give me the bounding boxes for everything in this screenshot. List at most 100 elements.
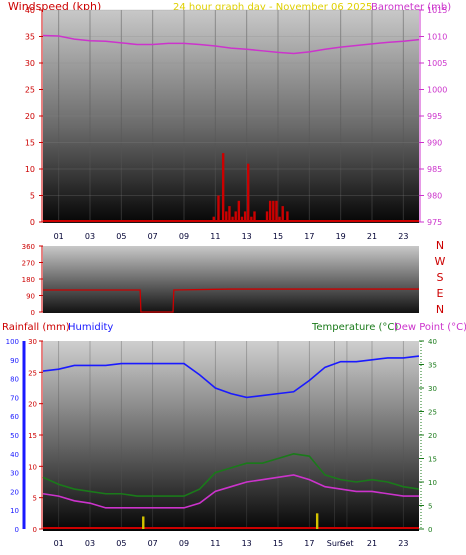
rain-tick-label: 5 (33, 495, 37, 503)
x-tick-label: 03 (85, 539, 95, 548)
compass-label: E (437, 287, 444, 300)
x-tick-label: 05 (116, 232, 126, 241)
x-tick-label: 13 (242, 232, 252, 241)
wind-bar (221, 153, 225, 222)
dewpoint-axis-title: Dew Point (°C) (394, 322, 466, 333)
compass-label: S (437, 271, 444, 284)
temperature-tick-label: 20 (428, 432, 437, 440)
baro-tick-label: 995 (427, 112, 442, 121)
temperature-line (42, 452, 420, 497)
direction-tick-label: 180 (22, 276, 35, 284)
wind-bar (212, 216, 215, 222)
dewpoint-line (42, 474, 419, 509)
humidity-tick-label: 30 (10, 470, 19, 478)
chart-title: 24 hour graph day - November 06 2025 (173, 2, 372, 13)
humidity-tick-label: 100 (6, 338, 19, 346)
x-tick-label: 01 (54, 539, 64, 548)
x-tick-label: 11 (210, 232, 220, 241)
humidity-tick-label: 50 (10, 432, 19, 440)
x-tick-label: 07 (148, 232, 158, 241)
humidity-tick-label: 0 (15, 526, 19, 534)
humidity-tick-label: 80 (10, 376, 19, 384)
compass-label: W (435, 255, 446, 268)
rain-tick-label: 25 (28, 369, 37, 377)
direction-tick-label: 0 (31, 309, 35, 317)
baro-tick-label: 985 (427, 165, 442, 174)
direction-tick-label: 270 (22, 260, 35, 268)
humidity-tick-label: 40 (10, 451, 19, 459)
wind-bar (217, 195, 220, 222)
humidity-line (42, 355, 420, 399)
x-tick-label: 09 (179, 539, 189, 548)
wind-bar (237, 200, 241, 222)
baro-tick-label: 975 (427, 218, 442, 227)
rain-tick-label: 0 (33, 526, 37, 534)
temperature-tick-label: 30 (428, 385, 437, 393)
x-tick-label: Set (340, 539, 353, 548)
temperature-tick-label: 10 (428, 479, 437, 487)
wind-tick-label: 5 (30, 192, 35, 201)
wind-tick-label: 10 (25, 165, 35, 174)
direction-tick-label: 360 (22, 243, 35, 251)
wind-tick-label: 20 (25, 112, 35, 121)
temperature-axis-title: Temperature (°C) (311, 322, 398, 333)
wind-bar (231, 216, 234, 222)
wind-bar (247, 163, 250, 222)
rain-bar (142, 516, 145, 529)
x-tick-label: 03 (85, 232, 95, 241)
wind-bar (228, 206, 231, 222)
wind-bar (250, 216, 253, 222)
wind-bar (268, 200, 272, 222)
compass-label: N (436, 239, 444, 252)
temperature-tick-label: 5 (428, 503, 432, 511)
baro-tick-label: 990 (427, 139, 442, 148)
x-tick-label: Sun (327, 539, 342, 548)
x-tick-label: 05 (116, 539, 126, 548)
wind-bar (225, 211, 228, 222)
wind-bar (278, 216, 281, 222)
humidity-tick-label: 90 (10, 357, 19, 365)
humidity-tick-label: 60 (10, 413, 19, 421)
baro-tick-label: 1010 (427, 33, 447, 42)
direction-tick-label: 90 (26, 293, 35, 301)
wind-tick-label: 40 (25, 6, 35, 15)
wind-bar (272, 200, 275, 222)
rain-tick-label: 10 (28, 463, 37, 471)
rain-bar (315, 513, 319, 529)
temperature-tick-label: 35 (428, 362, 437, 370)
humidity-axis-title: Humidity (68, 322, 113, 333)
x-tick-label: 13 (242, 539, 252, 548)
humidity-tick-label: 10 (10, 507, 19, 515)
panel-wind-direction (43, 246, 419, 313)
x-tick-label: 09 (179, 232, 189, 241)
x-tick-label: 21 (367, 539, 377, 548)
rainfall-axis-title: Rainfall (mm) (2, 322, 70, 333)
humidity-tick-label: 70 (10, 394, 19, 402)
wind-tick-label: 30 (25, 59, 35, 68)
rain-tick-label: 15 (28, 432, 37, 440)
humidity-tick-label: 20 (10, 488, 19, 496)
panel-wind-baro (43, 10, 419, 223)
rain-tick-label: 30 (28, 338, 37, 346)
wind-tick-label: 35 (25, 33, 35, 42)
rain-tick-label: 20 (28, 401, 37, 409)
pressure-line (42, 34, 420, 55)
wind-bar (240, 216, 244, 222)
temperature-tick-label: 25 (428, 409, 437, 417)
baro-tick-label: 980 (427, 192, 442, 201)
wind-tick-label: 15 (25, 139, 35, 148)
wind-tick-label: 0 (30, 218, 35, 227)
x-tick-label: 23 (398, 539, 408, 548)
wind-bar (275, 200, 278, 222)
x-tick-label: 19 (336, 232, 346, 241)
wind-bar (243, 211, 247, 222)
baro-tick-label: 1005 (427, 59, 447, 68)
wind-tick-label: 25 (25, 86, 35, 95)
x-tick-label: 11 (210, 539, 220, 548)
x-tick-label: 01 (54, 232, 64, 241)
wind-bar (234, 211, 237, 222)
barometer-axis-title: Barometer (mb) (371, 2, 451, 13)
x-tick-label: 07 (148, 539, 158, 548)
